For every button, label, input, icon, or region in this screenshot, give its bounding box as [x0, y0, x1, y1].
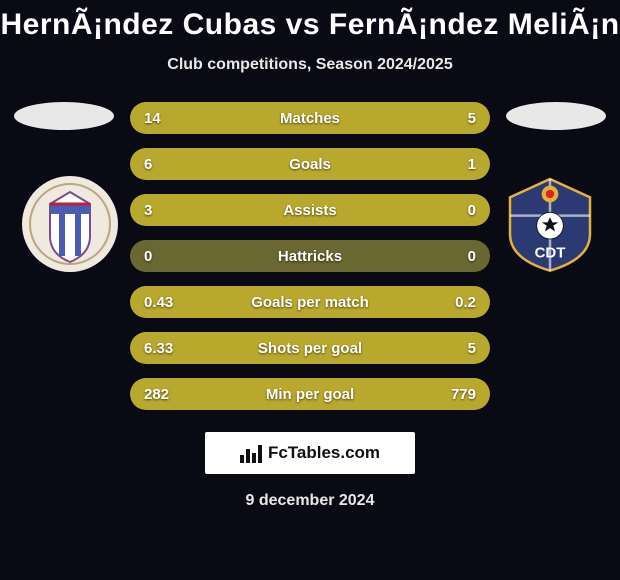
player-photo-left — [14, 102, 114, 130]
date-text: 9 december 2024 — [0, 492, 620, 510]
stat-row: 0Hattricks0 — [130, 240, 490, 272]
tenerife-crest-icon: CDT — [500, 174, 600, 274]
subtitle: Club competitions, Season 2024/2025 — [0, 56, 620, 74]
stat-row: 0.43Goals per match0.2 — [130, 286, 490, 318]
bar-chart-icon — [240, 443, 262, 463]
stat-value-right: 0.2 — [430, 294, 490, 311]
stat-label: Hattricks — [190, 248, 430, 265]
deportivo-crest-icon — [20, 174, 120, 274]
stat-value-left: 6.33 — [130, 340, 190, 357]
svg-text:CDT: CDT — [535, 244, 566, 261]
stat-label: Matches — [190, 110, 430, 127]
comparison-main: 14Matches56Goals13Assists00Hattricks00.4… — [0, 102, 620, 410]
stat-label: Goals — [190, 156, 430, 173]
stat-value-right: 5 — [430, 110, 490, 127]
stat-value-left: 0.43 — [130, 294, 190, 311]
stat-label: Shots per goal — [190, 340, 430, 357]
stat-value-right: 0 — [430, 202, 490, 219]
stat-row: 3Assists0 — [130, 194, 490, 226]
stats-bars: 14Matches56Goals13Assists00Hattricks00.4… — [130, 102, 490, 410]
stat-value-right: 5 — [430, 340, 490, 357]
club-crest-right: CDT — [500, 174, 600, 274]
stat-label: Assists — [190, 202, 430, 219]
stat-value-left: 282 — [130, 386, 190, 403]
stat-row: 6.33Shots per goal5 — [130, 332, 490, 364]
club-crest-left — [20, 174, 120, 274]
player-photo-right — [506, 102, 606, 130]
footer-brand[interactable]: FcTables.com — [205, 432, 415, 474]
stat-value-left: 3 — [130, 202, 190, 219]
stat-value-left: 14 — [130, 110, 190, 127]
stat-label: Goals per match — [190, 294, 430, 311]
stat-label: Min per goal — [190, 386, 430, 403]
stat-value-right: 779 — [430, 386, 490, 403]
stat-value-right: 0 — [430, 248, 490, 265]
page-title: HernÃ¡ndez Cubas vs FernÃ¡ndez MeliÃ¡n — [0, 0, 620, 42]
stat-value-left: 0 — [130, 248, 190, 265]
right-side: CDT — [490, 102, 610, 410]
footer-brand-text: FcTables.com — [268, 443, 380, 463]
stat-row: 6Goals1 — [130, 148, 490, 180]
stat-value-left: 6 — [130, 156, 190, 173]
left-side — [10, 102, 130, 410]
stat-value-right: 1 — [430, 156, 490, 173]
stat-row: 282Min per goal779 — [130, 378, 490, 410]
stat-row: 14Matches5 — [130, 102, 490, 134]
